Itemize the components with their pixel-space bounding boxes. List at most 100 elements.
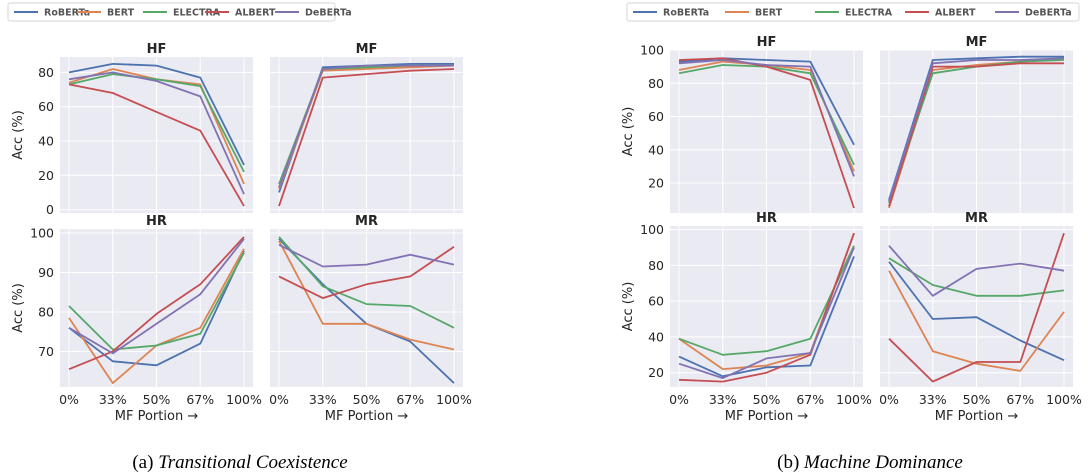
series-line-electra — [678, 245, 855, 356]
y-tick-label: 40 — [648, 329, 664, 344]
series-line-deberta — [278, 64, 454, 188]
x-axis-label: MF Portion → — [935, 409, 1019, 424]
series-line-albert — [678, 57, 855, 209]
panel-hf: 20 40 60 80 100 HF Acc (%) — [621, 35, 863, 213]
series-line-electra — [278, 236, 455, 329]
legend-label-electra: ELECTRA — [173, 8, 221, 19]
x-tick-label: 100% — [1046, 392, 1082, 407]
panel-title: MF — [966, 35, 988, 50]
series-line-roberta — [68, 250, 245, 367]
legend: RoBERTa BERT ELECTRA ALBERT DeBERTa — [626, 2, 1080, 22]
x-tick-label: 67% — [186, 392, 214, 407]
y-tick-label: 60 — [38, 99, 54, 114]
series-line-albert — [888, 232, 1065, 383]
series-line-deberta — [678, 59, 855, 177]
series-line-deberta — [678, 247, 855, 380]
y-tick-label: 40 — [648, 142, 664, 157]
panel-mr: MR 0% 33% 50% 67% 100% MF Portion → — [879, 211, 1082, 424]
series-line-albert — [278, 246, 455, 300]
figure-caption: (b) Machine Dominance — [777, 452, 963, 473]
y-axis-label: Acc (%) — [621, 282, 636, 332]
series-line-electra — [68, 73, 245, 173]
y-tick-label: 100 — [640, 222, 664, 237]
series-line-deberta — [888, 245, 1065, 297]
panel-title: MR — [965, 211, 988, 226]
y-axis-label: Acc (%) — [621, 107, 636, 157]
y-tick-label: 80 — [648, 258, 664, 273]
legend-label-bert: BERT — [755, 8, 783, 19]
panel-title: MF — [356, 42, 378, 57]
x-tick-label: 50% — [963, 392, 991, 407]
x-tick-label: 0% — [59, 392, 79, 407]
legend-frame — [7, 2, 336, 22]
y-tick-label: 80 — [38, 304, 54, 319]
y-tick-label: 60 — [648, 294, 664, 309]
y-tick-label: 100 — [30, 225, 54, 240]
x-tick-label: 67% — [1006, 392, 1034, 407]
y-tick-label: 20 — [648, 365, 664, 380]
legend-label-deberta: DeBERTa — [1025, 8, 1072, 19]
y-tick-label: 70 — [38, 344, 54, 359]
series-line-deberta — [68, 238, 245, 355]
panel-title: HR — [146, 214, 167, 229]
series-line-roberta — [678, 256, 855, 378]
series-line-deberta — [888, 57, 1065, 202]
x-axis-label: MF Portion → — [115, 409, 199, 424]
x-tick-label: 67% — [396, 392, 424, 407]
panel-mr: MR 0% 33% 50% 67% 100% MF Portion → — [269, 214, 472, 424]
panel-hr: 70 80 90 100 HR Acc (%) 0% 33% 50% 67% 100% MF Port… — [11, 214, 262, 424]
series-line-albert — [278, 68, 455, 207]
x-tick-label: 100% — [836, 392, 872, 407]
x-tick-label: 33% — [919, 392, 947, 407]
y-tick-label: 80 — [38, 65, 54, 80]
series-line-albert — [68, 83, 245, 207]
legend-label-roberta: RoBERTa — [44, 8, 90, 19]
series-line-electra — [68, 252, 245, 351]
series-line-albert — [68, 236, 245, 371]
legend-label-bert: BERT — [107, 8, 135, 19]
x-tick-label: 67% — [796, 392, 824, 407]
y-axis-label: Acc (%) — [11, 110, 26, 160]
legend: RoBERTa BERT ELECTRA ALBERT DeBERTa — [7, 2, 352, 22]
x-tick-label: 0% — [879, 392, 899, 407]
y-tick-label: 20 — [648, 176, 664, 191]
series-line-bert — [888, 270, 1065, 372]
panel-title: HF — [757, 35, 777, 50]
y-tick-label: 80 — [648, 76, 664, 91]
panel-title: HF — [147, 42, 167, 57]
panel-hr: 20 40 60 80 100 HR Acc (%) 0% 33% 50% 67% 100% MF Po… — [621, 211, 872, 424]
x-tick-label: 33% — [99, 392, 127, 407]
y-tick-label: 100 — [640, 43, 664, 58]
series-line-roberta — [888, 261, 1065, 362]
legend-label-albert: ALBERT — [235, 8, 276, 19]
series-line-electra — [888, 257, 1065, 297]
y-tick-label: 90 — [38, 265, 54, 280]
y-tick-label: 0 — [46, 202, 54, 217]
series-line-bert — [278, 240, 455, 351]
figure-caption: (a) Transitional Coexistence — [132, 452, 347, 473]
panel-mf: MF — [880, 35, 1073, 213]
x-axis-label: MF Portion → — [325, 409, 409, 424]
series-line-deberta — [278, 243, 455, 268]
panel-title: HR — [756, 211, 777, 226]
legend-label-deberta: DeBERTa — [305, 8, 352, 19]
x-tick-label: 50% — [353, 392, 381, 407]
y-tick-label: 60 — [648, 109, 664, 124]
legend-label-roberta: RoBERTa — [663, 8, 709, 19]
legend-label-electra: ELECTRA — [845, 8, 893, 19]
panel-title: MR — [355, 214, 378, 229]
panel-mf: MF — [270, 42, 463, 213]
x-tick-label: 0% — [669, 392, 689, 407]
x-tick-label: 33% — [309, 392, 337, 407]
series-line-roberta — [68, 63, 245, 166]
x-axis-label: MF Portion → — [725, 409, 809, 424]
x-tick-label: 0% — [269, 392, 289, 407]
x-tick-label: 100% — [226, 392, 262, 407]
series-line-albert — [888, 62, 1064, 207]
series-line-albert — [678, 232, 855, 383]
panel-hf: 0 20 40 60 80 HF Acc (%) — [11, 42, 253, 217]
legend-frame — [626, 2, 1080, 22]
y-tick-label: 20 — [38, 168, 54, 183]
legend-label-albert: ALBERT — [935, 8, 976, 19]
